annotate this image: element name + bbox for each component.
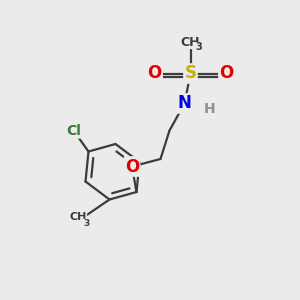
Text: S: S: [184, 64, 196, 82]
Text: CH: CH: [69, 212, 87, 223]
Text: 3: 3: [196, 42, 202, 52]
Text: O: O: [125, 158, 139, 175]
Text: O: O: [147, 64, 162, 82]
Text: H: H: [204, 102, 216, 116]
Text: N: N: [178, 94, 191, 112]
Text: O: O: [219, 64, 234, 82]
Text: Cl: Cl: [66, 124, 81, 137]
Text: CH: CH: [181, 35, 200, 49]
Text: 3: 3: [83, 219, 89, 228]
